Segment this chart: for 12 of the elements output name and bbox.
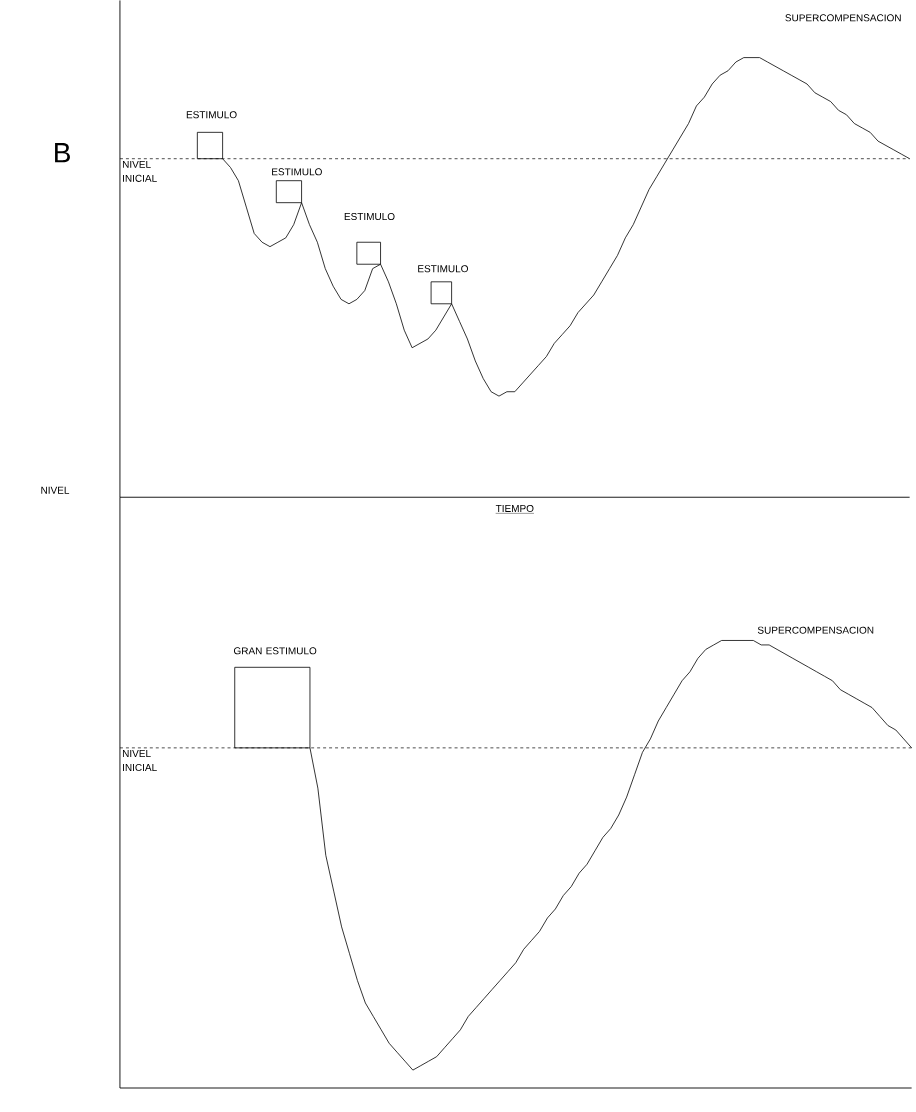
- ref-line-label: NIVEL INICIAL: [123, 160, 158, 182]
- text: B: [55, 143, 71, 163]
- annotation: ESTIMULO: [272, 168, 323, 176]
- y-axis-title: NIVEL: [41, 486, 70, 494]
- annotation: GRAN ESTIMULO: [234, 647, 317, 655]
- text: SUPERCOMPENSACION: [785, 14, 901, 22]
- x-axis-title: TIEMPO: [496, 504, 534, 512]
- annotation: ESTIMULO: [187, 111, 237, 119]
- annotation: ESTIMULO: [344, 213, 395, 221]
- ref-line-label: NIVEL INICIAL: [123, 750, 158, 772]
- text: SUPERCOMPENSACION: [758, 626, 874, 634]
- annotation: ESTIMULO: [418, 265, 469, 273]
